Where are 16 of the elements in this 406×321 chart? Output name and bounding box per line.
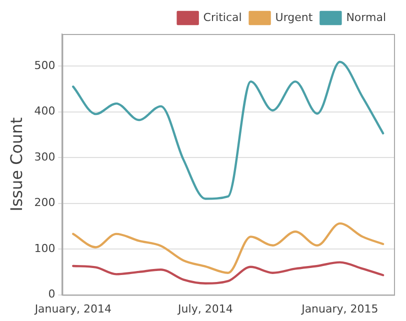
x-tick-label: January, 2014 bbox=[34, 302, 112, 316]
y-tick-label: 400 bbox=[34, 104, 56, 118]
x-tick-label: January, 2015 bbox=[300, 302, 378, 316]
y-tick-label: 100 bbox=[34, 242, 56, 255]
line-series bbox=[72, 222, 384, 274]
legend-label: Urgent bbox=[275, 10, 314, 24]
y-tick-label: 0 bbox=[48, 288, 56, 301]
line-series bbox=[72, 261, 384, 284]
y-tick-label: 300 bbox=[34, 150, 56, 164]
legend-label: Critical bbox=[203, 10, 242, 24]
x-tick-label: July, 2014 bbox=[177, 302, 233, 316]
legend-label: Normal bbox=[346, 10, 386, 24]
y-axis-title: Issue Count bbox=[6, 117, 26, 212]
y-tick-label: 200 bbox=[34, 196, 56, 210]
y-tick-label: 500 bbox=[34, 58, 56, 72]
line-series bbox=[72, 60, 384, 200]
